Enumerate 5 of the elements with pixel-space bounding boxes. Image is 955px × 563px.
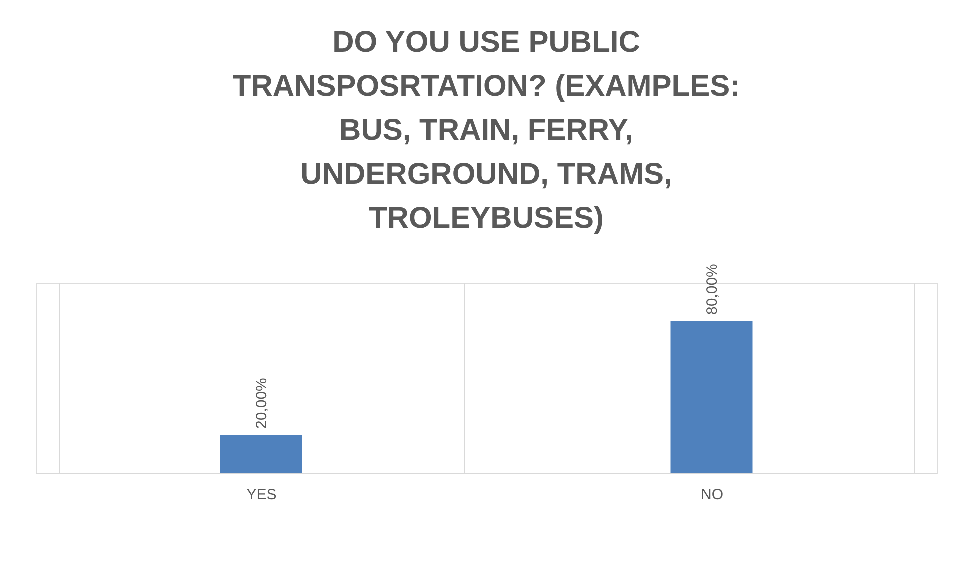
x-tick-label: YES xyxy=(246,486,277,504)
x-tick-label: NO xyxy=(701,486,724,504)
chart-title: DO YOU USE PUBLIC TRANSPOSRTATION? (EXAMPLES: BUS, TRAIN, FERRY, UNDERGROUND, TRAMS, TROLEYBUSES) xyxy=(232,26,740,236)
data-label: 20,00% xyxy=(253,378,270,429)
data-label: 80,00% xyxy=(704,264,721,315)
